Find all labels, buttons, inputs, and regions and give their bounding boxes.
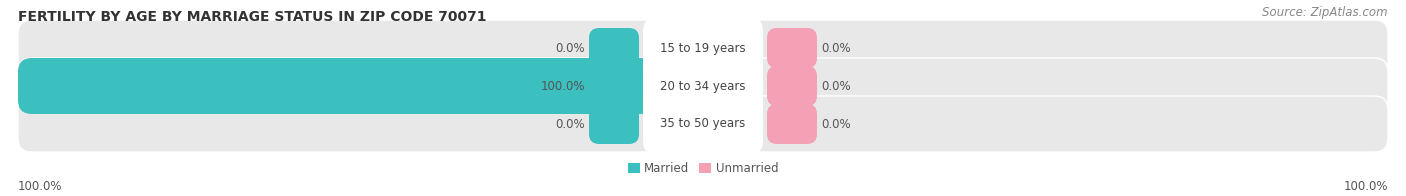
Text: 0.0%: 0.0% <box>821 42 851 54</box>
FancyBboxPatch shape <box>589 66 638 106</box>
Text: Source: ZipAtlas.com: Source: ZipAtlas.com <box>1263 6 1388 19</box>
Text: 0.0%: 0.0% <box>555 117 585 131</box>
FancyBboxPatch shape <box>589 104 638 144</box>
FancyBboxPatch shape <box>768 28 817 68</box>
Text: 100.0%: 100.0% <box>18 180 62 192</box>
Text: 100.0%: 100.0% <box>1344 180 1388 192</box>
FancyBboxPatch shape <box>643 16 763 80</box>
Text: 15 to 19 years: 15 to 19 years <box>661 42 745 54</box>
FancyBboxPatch shape <box>18 20 1388 76</box>
FancyBboxPatch shape <box>643 54 763 118</box>
Legend: Married, Unmarried: Married, Unmarried <box>623 158 783 180</box>
Text: 0.0%: 0.0% <box>821 117 851 131</box>
FancyBboxPatch shape <box>589 28 638 68</box>
FancyBboxPatch shape <box>768 66 817 106</box>
FancyBboxPatch shape <box>18 58 703 114</box>
Text: 20 to 34 years: 20 to 34 years <box>661 80 745 93</box>
Text: 0.0%: 0.0% <box>821 80 851 93</box>
Text: 35 to 50 years: 35 to 50 years <box>661 117 745 131</box>
FancyBboxPatch shape <box>768 104 817 144</box>
Text: FERTILITY BY AGE BY MARRIAGE STATUS IN ZIP CODE 70071: FERTILITY BY AGE BY MARRIAGE STATUS IN Z… <box>18 10 486 24</box>
Text: 100.0%: 100.0% <box>540 80 585 93</box>
FancyBboxPatch shape <box>18 96 1388 152</box>
FancyBboxPatch shape <box>643 92 763 156</box>
Text: 0.0%: 0.0% <box>555 42 585 54</box>
FancyBboxPatch shape <box>18 58 1388 114</box>
